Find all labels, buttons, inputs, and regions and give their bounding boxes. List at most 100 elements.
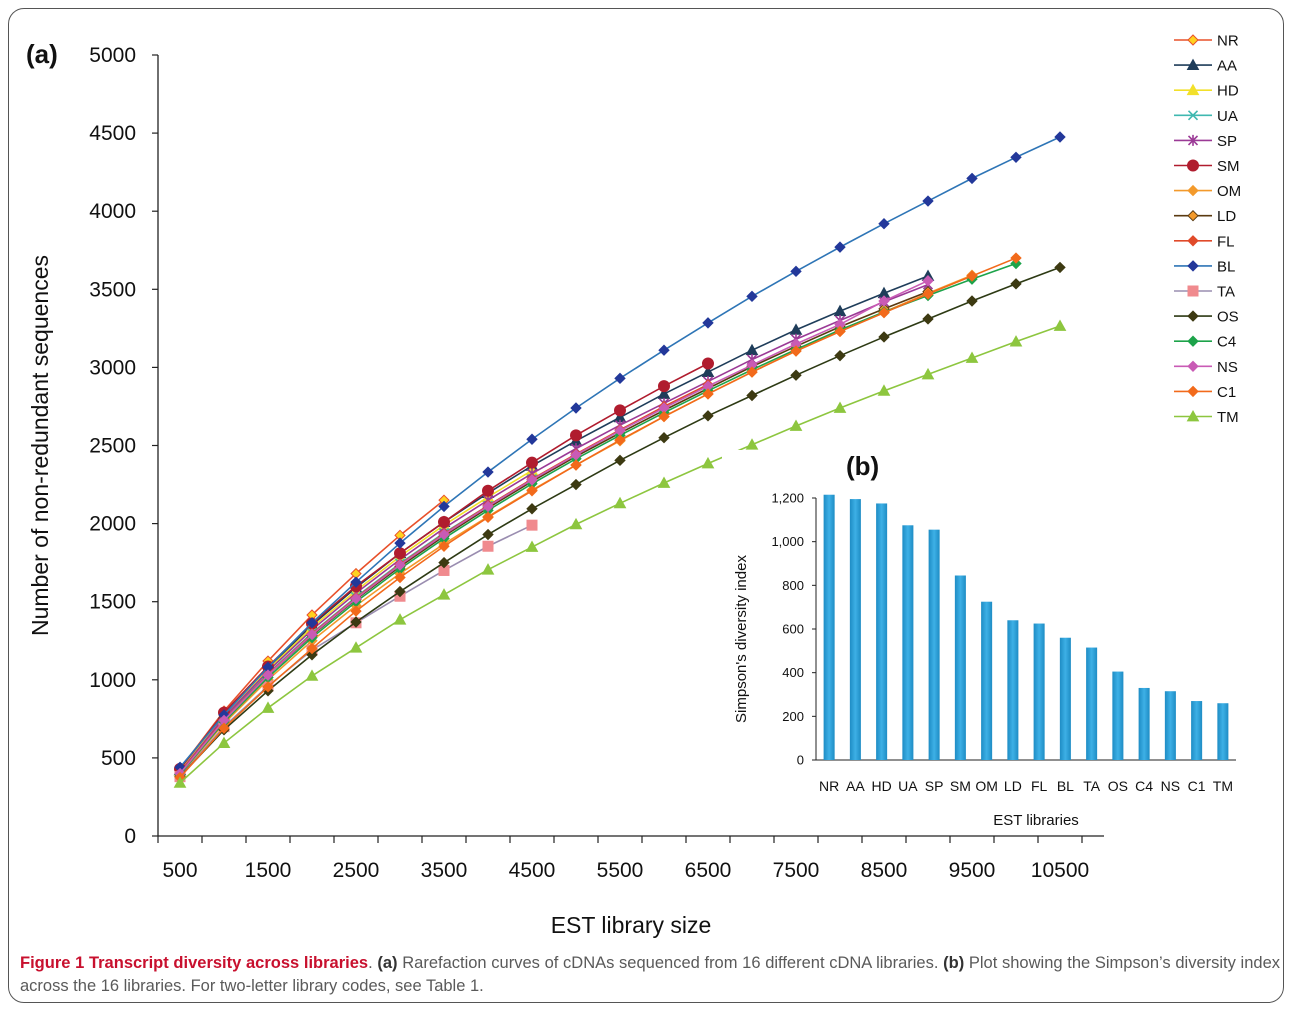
data-point <box>657 476 671 488</box>
legend-item-os: OS <box>1174 309 1239 326</box>
data-point <box>526 503 538 515</box>
data-point <box>1054 131 1066 143</box>
data-point <box>438 556 450 569</box>
legend-label: UA <box>1217 108 1238 125</box>
x-tick-label: 2500 <box>333 859 380 882</box>
bar-y-tick-label: 400 <box>782 665 804 680</box>
data-point <box>790 345 802 357</box>
legend-label: OS <box>1217 309 1239 326</box>
legend-label: NS <box>1217 359 1238 376</box>
y-axis-title: Number of non-redundant sequences <box>27 255 53 636</box>
data-point <box>878 331 890 343</box>
legend-label: HD <box>1217 83 1239 100</box>
legend-label: C1 <box>1217 384 1236 401</box>
bar-category-label: UA <box>898 778 918 794</box>
data-point <box>570 402 582 414</box>
data-point <box>877 384 891 396</box>
bar-category-label: TM <box>1213 778 1233 794</box>
y-tick-label: 2500 <box>89 435 136 458</box>
data-point <box>262 669 274 681</box>
y-tick-label: 4000 <box>89 200 136 223</box>
legend-label: LD <box>1217 208 1236 225</box>
legend-label: AA <box>1217 58 1237 75</box>
bar-bl <box>1059 637 1071 760</box>
bar-y-tick-label: 200 <box>782 709 804 724</box>
y-tick-label: 500 <box>101 747 136 770</box>
legend-item-aa: AA <box>1174 58 1237 75</box>
data-point <box>350 605 362 617</box>
bar-y-axis-title: Simpson's diversity index <box>733 555 750 723</box>
data-point <box>569 517 583 530</box>
legend-label: NR <box>1217 33 1239 50</box>
data-point <box>702 317 714 329</box>
y-tick-label: 5000 <box>89 44 136 67</box>
legend-label: C4 <box>1217 334 1236 351</box>
legend-marker <box>1187 134 1199 146</box>
bar-category-label: HD <box>872 778 892 794</box>
data-point <box>833 401 847 413</box>
x-tick-label: 500 <box>162 859 197 882</box>
series-line-ns <box>179 279 929 775</box>
legend-marker <box>1187 335 1199 347</box>
data-point <box>614 372 626 385</box>
data-point <box>482 466 494 478</box>
bar-category-label: NS <box>1161 778 1180 794</box>
legend-marker <box>1187 184 1199 197</box>
legend-marker <box>1187 385 1199 398</box>
y-tick-label: 2000 <box>89 513 136 536</box>
data-point <box>614 434 626 446</box>
data-point <box>702 357 714 370</box>
legend-marker <box>1187 285 1199 297</box>
caption-text-b: Plot showing the Simpson’s diversity ind… <box>20 954 1281 995</box>
panel-a-label: (a) <box>26 39 58 69</box>
x-tick-label: 7500 <box>773 859 820 882</box>
series-line-aa <box>179 275 929 771</box>
data-point <box>525 540 539 552</box>
data-point <box>350 616 362 628</box>
data-point <box>789 323 803 335</box>
data-point <box>745 438 759 450</box>
legend-item-ns: NS <box>1174 359 1238 376</box>
legend-item-nr: NR <box>1174 33 1239 50</box>
bar-ns <box>1164 691 1176 760</box>
data-point <box>262 681 274 693</box>
series-line-sp <box>179 283 929 773</box>
data-point <box>613 496 627 509</box>
caption-sep: . <box>368 954 378 972</box>
data-point <box>437 588 451 600</box>
x-tick-label: 10500 <box>1031 859 1089 882</box>
bar-ta <box>1086 647 1098 760</box>
bar-category-label: SM <box>950 778 971 794</box>
bar-category-label: OS <box>1108 778 1128 794</box>
data-point <box>482 511 494 524</box>
data-point <box>482 484 494 497</box>
x-tick-label: 9500 <box>949 859 996 882</box>
legend-marker <box>1187 360 1199 373</box>
bar-category-label: FL <box>1031 778 1048 794</box>
data-point <box>526 474 538 486</box>
y-tick-label: 3500 <box>89 278 136 301</box>
x-tick-label: 5500 <box>597 859 644 882</box>
data-point <box>526 519 538 531</box>
data-point <box>614 454 626 467</box>
legend-item-bl: BL <box>1174 258 1235 275</box>
bar-y-tick-label: 1,200 <box>771 491 804 506</box>
y-tick-label: 1000 <box>89 669 136 692</box>
data-point <box>701 456 715 469</box>
bar-category-label: C4 <box>1135 778 1153 794</box>
legend-label: OM <box>1217 183 1241 200</box>
legend-marker <box>1187 34 1199 46</box>
legend-marker <box>1186 409 1200 422</box>
data-point <box>438 516 450 529</box>
legend-item-sp: SP <box>1174 133 1237 150</box>
data-point <box>350 592 362 605</box>
data-point <box>570 478 582 491</box>
data-point <box>393 613 407 625</box>
series-tm <box>173 319 1067 788</box>
data-point <box>526 485 538 497</box>
bar-category-label: TA <box>1083 778 1101 794</box>
bar-y-tick-label: 600 <box>782 622 804 637</box>
bar-category-label: SP <box>925 778 944 794</box>
data-point <box>526 433 538 445</box>
caption-text-a: Rarefaction curves of cDNAs sequenced fr… <box>397 954 944 972</box>
